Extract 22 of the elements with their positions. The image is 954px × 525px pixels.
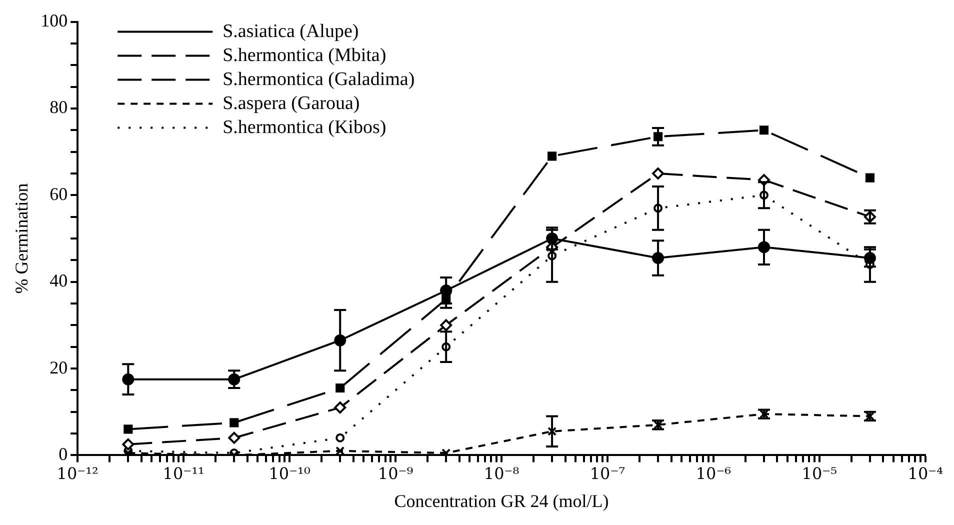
y-tick-label: 0: [58, 444, 68, 464]
y-axis-title: % Germination: [12, 183, 32, 294]
x-tick-label: 10⁻⁷: [590, 464, 626, 483]
x-tick-label: 10⁻⁹: [378, 464, 414, 483]
legend-label: S.hermontica (Mbita): [222, 44, 386, 66]
x-tick-label: 10⁻¹¹: [162, 464, 204, 483]
x-tick-label: 10⁻⁵: [802, 464, 838, 483]
x-tick-label: 10⁻¹⁰: [268, 464, 310, 483]
x-tick-label: 10⁻⁴: [908, 464, 943, 483]
legend-label: S.hermontica (Galadima): [222, 68, 415, 90]
legend-label: S.asiatica (Alupe): [222, 20, 359, 42]
x-axis-title: Concentration GR 24 (mol/L): [394, 490, 609, 511]
y-tick-label: 60: [50, 184, 68, 204]
y-tick-label: 100: [40, 10, 68, 31]
legend-label: S.aspera (Garoua): [222, 92, 360, 114]
x-tick-label: 10⁻⁶: [696, 464, 732, 483]
y-tick-label: 20: [50, 357, 68, 378]
x-tick-label: 10⁻⁸: [484, 464, 520, 483]
x-tick-label: 10⁻¹²: [56, 464, 98, 483]
legend-label: S.hermontica (Kibos): [222, 116, 386, 138]
y-tick-label: 80: [50, 97, 68, 118]
y-tick-label: 40: [50, 270, 68, 291]
